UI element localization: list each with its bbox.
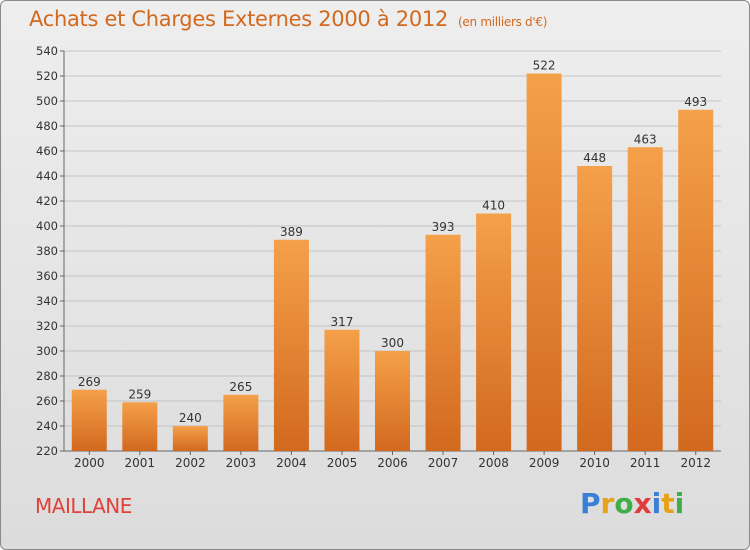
y-tick-label: 360	[36, 269, 58, 283]
x-tick-label: 2000	[74, 456, 105, 470]
title-text: Achats et Charges Externes 2000 à 2012	[29, 7, 449, 31]
bar	[678, 109, 714, 451]
x-tick-label: 2010	[579, 456, 610, 470]
bar	[273, 239, 309, 451]
data-label: 300	[381, 336, 404, 350]
data-label: 463	[634, 132, 657, 146]
bar	[627, 147, 663, 451]
chart-title: Achats et Charges Externes 2000 à 2012 (e…	[29, 7, 547, 31]
y-tick-label: 260	[36, 394, 58, 408]
y-tick-label: 240	[36, 419, 58, 433]
x-tick-label: 2012	[680, 456, 711, 470]
proxiti-logo[interactable]: Proxiti	[580, 487, 684, 520]
bar	[71, 389, 107, 451]
x-tick-label: 2007	[428, 456, 459, 470]
y-tick-label: 520	[36, 69, 58, 83]
data-label: 448	[583, 151, 606, 165]
y-tick-label: 540	[36, 44, 58, 58]
logo-letter: i	[674, 487, 685, 520]
data-label: 389	[280, 225, 303, 239]
x-tick-label: 2005	[327, 456, 358, 470]
data-label: 393	[432, 220, 455, 234]
bar	[375, 351, 410, 451]
x-tick-label: 2003	[226, 456, 257, 470]
data-label: 269	[78, 375, 101, 389]
y-tick-label: 220	[36, 444, 58, 458]
x-tick-label: 2002	[175, 456, 206, 470]
y-tick-label: 460	[36, 144, 58, 158]
data-label: 317	[331, 315, 354, 329]
data-label: 522	[533, 59, 556, 73]
y-tick-label: 480	[36, 119, 58, 133]
x-tick-label: 2011	[630, 456, 661, 470]
y-tick-label: 320	[36, 319, 58, 333]
logo-letter: r	[600, 487, 615, 520]
bar	[122, 402, 158, 451]
x-tick-label: 2001	[125, 456, 156, 470]
title-unit: (en milliers d'€)	[458, 15, 548, 29]
y-tick-label: 280	[36, 369, 58, 383]
bar	[324, 329, 360, 451]
logo-letter: i	[651, 487, 662, 520]
y-tick-label: 440	[36, 169, 58, 183]
logo-letter: o	[614, 487, 634, 520]
y-tick-label: 400	[36, 219, 58, 233]
y-tick-label: 340	[36, 294, 58, 308]
x-tick-label: 2008	[478, 456, 509, 470]
y-tick-label: 500	[36, 94, 58, 108]
x-tick-label: 2004	[276, 456, 307, 470]
bar	[425, 234, 461, 451]
bar	[577, 166, 613, 451]
place-name: MAILLANE	[35, 494, 132, 518]
bar	[223, 394, 259, 451]
data-label: 259	[128, 387, 151, 401]
bar	[526, 73, 562, 451]
bar	[476, 213, 512, 451]
data-label: 493	[684, 95, 707, 109]
logo-letter: x	[633, 487, 652, 520]
data-label: 265	[229, 380, 252, 394]
data-label: 410	[482, 199, 505, 213]
x-tick-label: 2009	[529, 456, 560, 470]
y-tick-label: 300	[36, 344, 58, 358]
x-tick-label: 2006	[377, 456, 408, 470]
y-tick-label: 420	[36, 194, 58, 208]
data-label: 240	[179, 411, 202, 425]
logo-letter: t	[661, 487, 675, 520]
logo-letter: P	[580, 487, 601, 520]
y-tick-label: 380	[36, 244, 58, 258]
bar	[172, 426, 208, 451]
